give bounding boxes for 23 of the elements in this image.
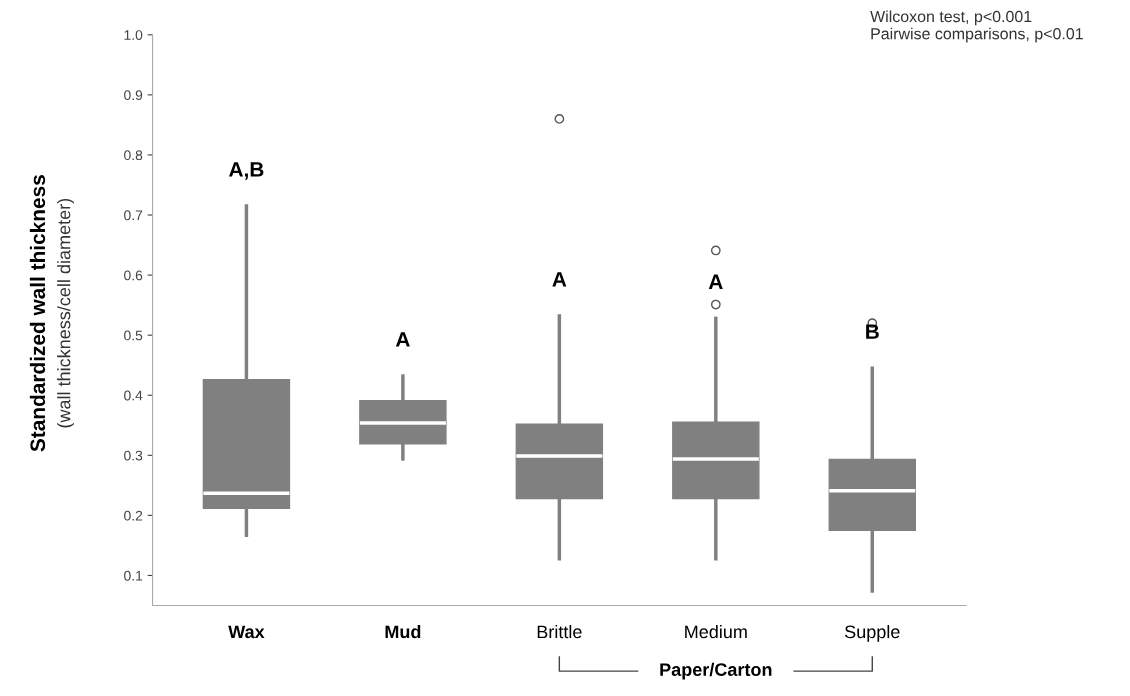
- y-tick-label: 0.7: [124, 210, 143, 221]
- y-tick-label: 0.9: [124, 90, 143, 101]
- y-tick-label: 0.6: [124, 270, 143, 281]
- text: Paper/Carton: [660, 662, 772, 680]
- annotation: A,B: [229, 162, 264, 180]
- x-tick-label: Mud: [385, 624, 421, 639]
- y-axis-title: Standardized wall thickness (wall thickness/cell diameter): [29, 175, 74, 452]
- x-tick-label: Brittle: [537, 624, 582, 639]
- x-tick-label: Medium: [685, 624, 747, 639]
- annotation: B: [866, 324, 879, 339]
- annotation: Wilcoxon test, p<0.001 Pairwise comparisons, p<0.01: [870, 10, 1083, 43]
- y-tick-label: 0.1: [124, 570, 143, 581]
- annotation: A: [552, 272, 567, 287]
- x-tick-label: Wax: [228, 625, 265, 639]
- y-tick-label: 0.8: [124, 150, 143, 161]
- y-tick-label: 0.2: [124, 510, 143, 521]
- y-tick-label: 1.0: [124, 30, 143, 40]
- y-tick-label: 0.4: [124, 390, 143, 401]
- y-tick-label: 0.5: [124, 330, 143, 341]
- annotation: A: [708, 274, 723, 289]
- x-tick-label: Supple: [844, 624, 900, 642]
- y-tick-label: 0.3: [124, 450, 143, 461]
- annotation: A: [395, 332, 410, 347]
